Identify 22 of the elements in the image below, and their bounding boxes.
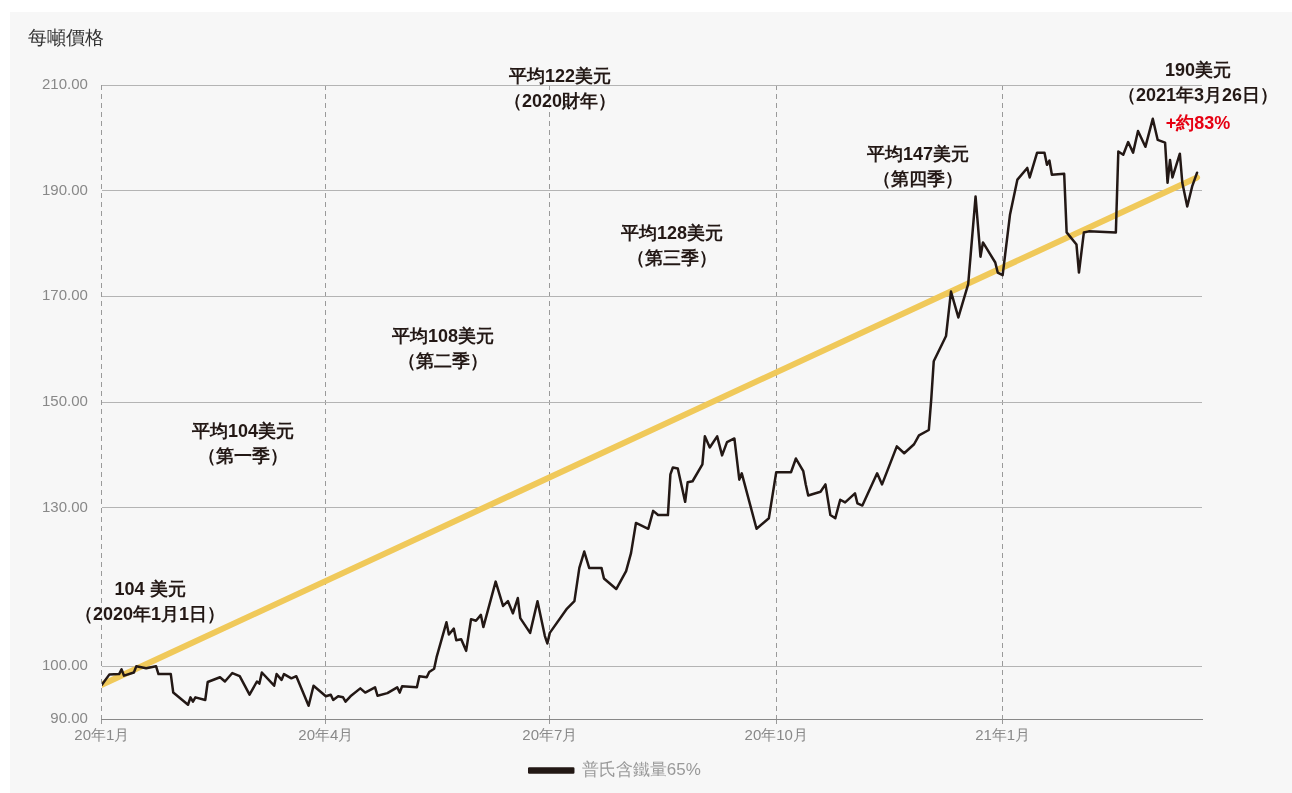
annotation: 平均147美元（第四季） bbox=[865, 144, 970, 190]
annotation: +約83% bbox=[1165, 112, 1231, 133]
annotation: 平均128美元（第三季） bbox=[619, 223, 724, 269]
annotation: 平均108美元（第二季） bbox=[390, 326, 495, 372]
y-axis-title: 每噸價格 bbox=[28, 27, 104, 49]
annotation: 平均122美元（2020財年） bbox=[503, 66, 617, 112]
x-tick-label: 20年1月 bbox=[74, 726, 130, 744]
x-tick-label: 20年7月 bbox=[522, 726, 578, 744]
y-tick-label: 210.00 bbox=[41, 75, 88, 93]
y-tick-label: 130.00 bbox=[41, 497, 88, 515]
y-tick-label: 100.00 bbox=[41, 656, 88, 674]
y-tick-label: 150.00 bbox=[41, 392, 88, 410]
y-tick-label: 90.00 bbox=[50, 709, 88, 727]
annotation: 190美元（2021年3月26日） bbox=[1117, 60, 1279, 106]
annotation: 平均104美元（第一季） bbox=[190, 421, 295, 467]
y-tick-label: 190.00 bbox=[41, 180, 88, 198]
x-tick-label: 20年10月 bbox=[744, 726, 808, 744]
y-tick-label: 170.00 bbox=[41, 286, 88, 304]
x-tick-label: 21年1月 bbox=[975, 726, 1031, 744]
legend-label: 普氏含鐵量65% bbox=[581, 760, 701, 780]
annotation: 104 美元（2020年1月1日） bbox=[74, 579, 226, 625]
x-tick-label: 20年4月 bbox=[298, 726, 354, 744]
